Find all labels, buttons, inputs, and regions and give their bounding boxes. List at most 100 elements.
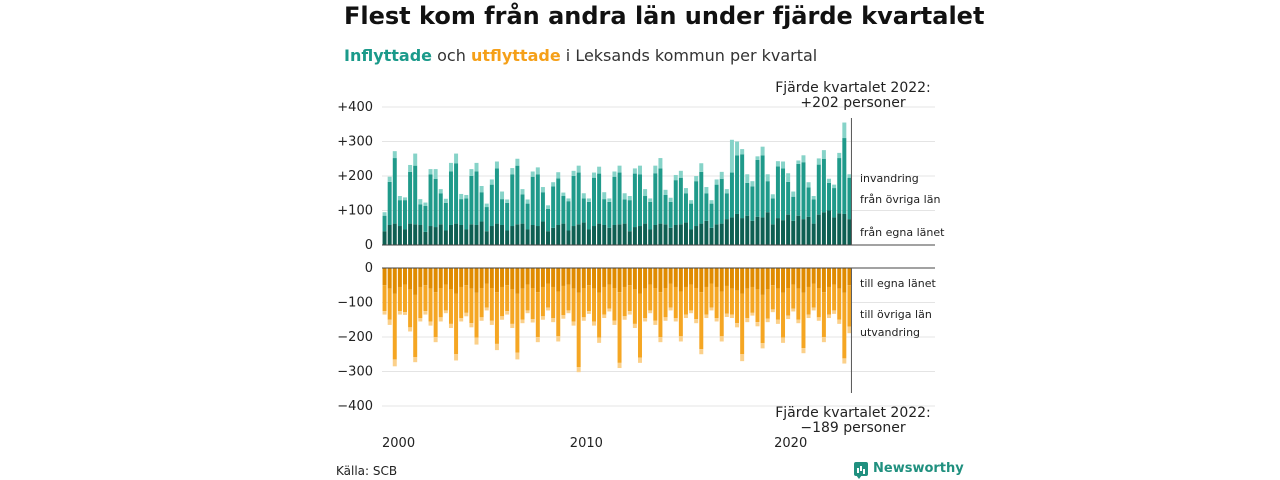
label-fran-egna-lanet: från egna länet [860, 226, 945, 239]
outflow-bar-utvandring-11 [438, 317, 443, 322]
outflow-bar-utvandring-1 [387, 319, 392, 325]
inflow-annotation-line1: Fjärde kvartalet 2022: [775, 80, 931, 96]
inflow-bar-egna-84 [811, 223, 816, 245]
outflow-bar-egna-50 [638, 268, 642, 294]
inflow-bar-ovriga-53 [653, 173, 658, 225]
inflow-bar-ovriga-58 [678, 177, 683, 225]
outflow-bar-ovriga-78 [781, 292, 786, 338]
outflow-bar-utvandring-31 [540, 316, 545, 320]
outflow-bar-utvandring-28 [525, 310, 530, 314]
inflow-bar-ovriga-43 [602, 199, 607, 225]
outflow-bar-utvandring-15 [459, 318, 464, 322]
inflow-bar-ovriga-64 [709, 203, 714, 228]
inflow-bar-invandring-61 [694, 176, 699, 182]
outflow-bar-egna-80 [791, 268, 796, 285]
outflow-bar-ovriga-29 [530, 288, 535, 320]
y-tick-out-2: −200 [337, 330, 373, 345]
inflow-bar-ovriga-57 [673, 180, 678, 225]
outflow-bar-ovriga-86 [821, 292, 826, 337]
inflow-bar-invandring-37 [571, 170, 576, 176]
inflow-bar-egna-75 [765, 212, 770, 245]
outflow-bar-ovriga-28 [525, 284, 530, 311]
outflow-bar-utvandring-33 [551, 318, 556, 323]
outflow-bar-egna-53 [653, 268, 658, 289]
outflow-bar-ovriga-8 [423, 285, 428, 312]
outflow-bar-egna-7 [418, 268, 423, 287]
inflow-bar-ovriga-1 [387, 181, 392, 225]
outflow-bar-egna-72 [750, 268, 755, 287]
outflow-bar-egna-18 [474, 268, 479, 293]
inflow-bar-ovriga-26 [515, 165, 520, 225]
outflow-bar-utvandring-40 [586, 311, 591, 314]
inflow-bar-ovriga-42 [597, 173, 602, 224]
inflow-bar-invandring-51 [643, 189, 648, 197]
inflow-bar-ovriga-39 [581, 198, 586, 223]
inflow-bar-egna-32 [546, 231, 551, 245]
outflow-bar-egna-9 [428, 268, 433, 289]
inflow-bar-egna-65 [714, 224, 719, 245]
outflow-bar-egna-67 [724, 268, 729, 286]
outflow-bar-egna-26 [515, 268, 520, 294]
inflow-annotation-line2: +202 personer [800, 95, 906, 111]
outflow-bar-ovriga-54 [658, 292, 663, 337]
outflow-bar-utvandring-88 [832, 310, 837, 314]
inflow-bar-egna-29 [530, 224, 535, 245]
outflow-bar-egna-4 [403, 268, 407, 285]
inflow-bar-ovriga-12 [443, 202, 448, 231]
inflow-bar-invandring-70 [740, 149, 745, 155]
inflow-bar-egna-37 [571, 226, 576, 245]
outflow-annotation-line2: −189 personer [800, 420, 906, 436]
inflow-bar-egna-43 [602, 224, 607, 245]
outflow-bar-egna-88 [832, 268, 837, 285]
inflow-bar-invandring-85 [816, 158, 821, 165]
y-tick-in-4: +400 [337, 100, 373, 115]
outflow-bar-utvandring-20 [484, 307, 489, 311]
grid-layer [382, 106, 935, 407]
outflow-bar-ovriga-23 [500, 286, 505, 317]
outflow-bar-ovriga-87 [827, 286, 831, 315]
inflow-bar-invandring-75 [765, 174, 770, 182]
outflow-bar-egna-25 [510, 268, 515, 290]
outflow-bar-egna-8 [423, 268, 428, 286]
inflow-bar-egna-13 [448, 224, 453, 245]
inflow-bar-invandring-31 [540, 187, 545, 193]
outflow-bar-ovriga-26 [515, 293, 520, 353]
outflow-bar-utvandring-52 [648, 310, 653, 314]
inflow-bar-egna-3 [397, 226, 402, 245]
inflow-bar-invandring-14 [454, 153, 459, 164]
inflow-bar-invandring-43 [602, 192, 607, 200]
outflow-bar-egna-57 [673, 268, 678, 287]
inflow-bar-invandring-13 [448, 162, 453, 172]
inflow-bar-invandring-84 [811, 196, 816, 200]
inflow-bar-ovriga-82 [801, 162, 806, 220]
outflow-bar-ovriga-55 [663, 288, 668, 318]
newsworthy-logo: Newsworthy [854, 461, 964, 479]
outflow-bar-utvandring-35 [561, 315, 566, 319]
inflow-bar-egna-45 [612, 224, 617, 245]
inflow-bar-egna-76 [770, 224, 775, 245]
inflow-bar-egna-33 [551, 227, 556, 245]
outflow-bar-egna-56 [668, 268, 673, 284]
inflow-bar-invandring-23 [500, 191, 505, 200]
outflow-bar-utvandring-66 [719, 336, 724, 342]
inflow-bar-egna-55 [663, 224, 668, 245]
outflow-bar-utvandring-90 [842, 358, 847, 364]
inflow-bar-ovriga-44 [607, 201, 612, 228]
outflow-bar-egna-79 [786, 268, 791, 289]
outflow-bar-ovriga-66 [719, 291, 724, 337]
inflow-bar-ovriga-89 [837, 158, 842, 214]
inflow-bar-ovriga-34 [556, 178, 561, 225]
inflow-bar-ovriga-86 [821, 158, 826, 213]
inflow-bar-egna-0 [382, 231, 387, 245]
outflow-bar-ovriga-65 [714, 286, 719, 319]
outflow-bar-utvandring-75 [765, 318, 770, 323]
outflow-bar-egna-28 [525, 268, 530, 285]
outflow-bar-ovriga-39 [581, 288, 586, 318]
inflow-bar-invandring-62 [699, 163, 704, 172]
inflow-bar-invandring-65 [714, 179, 719, 185]
inflow-bar-egna-4 [403, 229, 407, 245]
outflow-bar-ovriga-25 [510, 289, 515, 324]
outflow-bar-utvandring-38 [576, 367, 581, 373]
outflow-bar-egna-81 [796, 268, 801, 289]
outflow-bar-ovriga-9 [428, 288, 433, 322]
